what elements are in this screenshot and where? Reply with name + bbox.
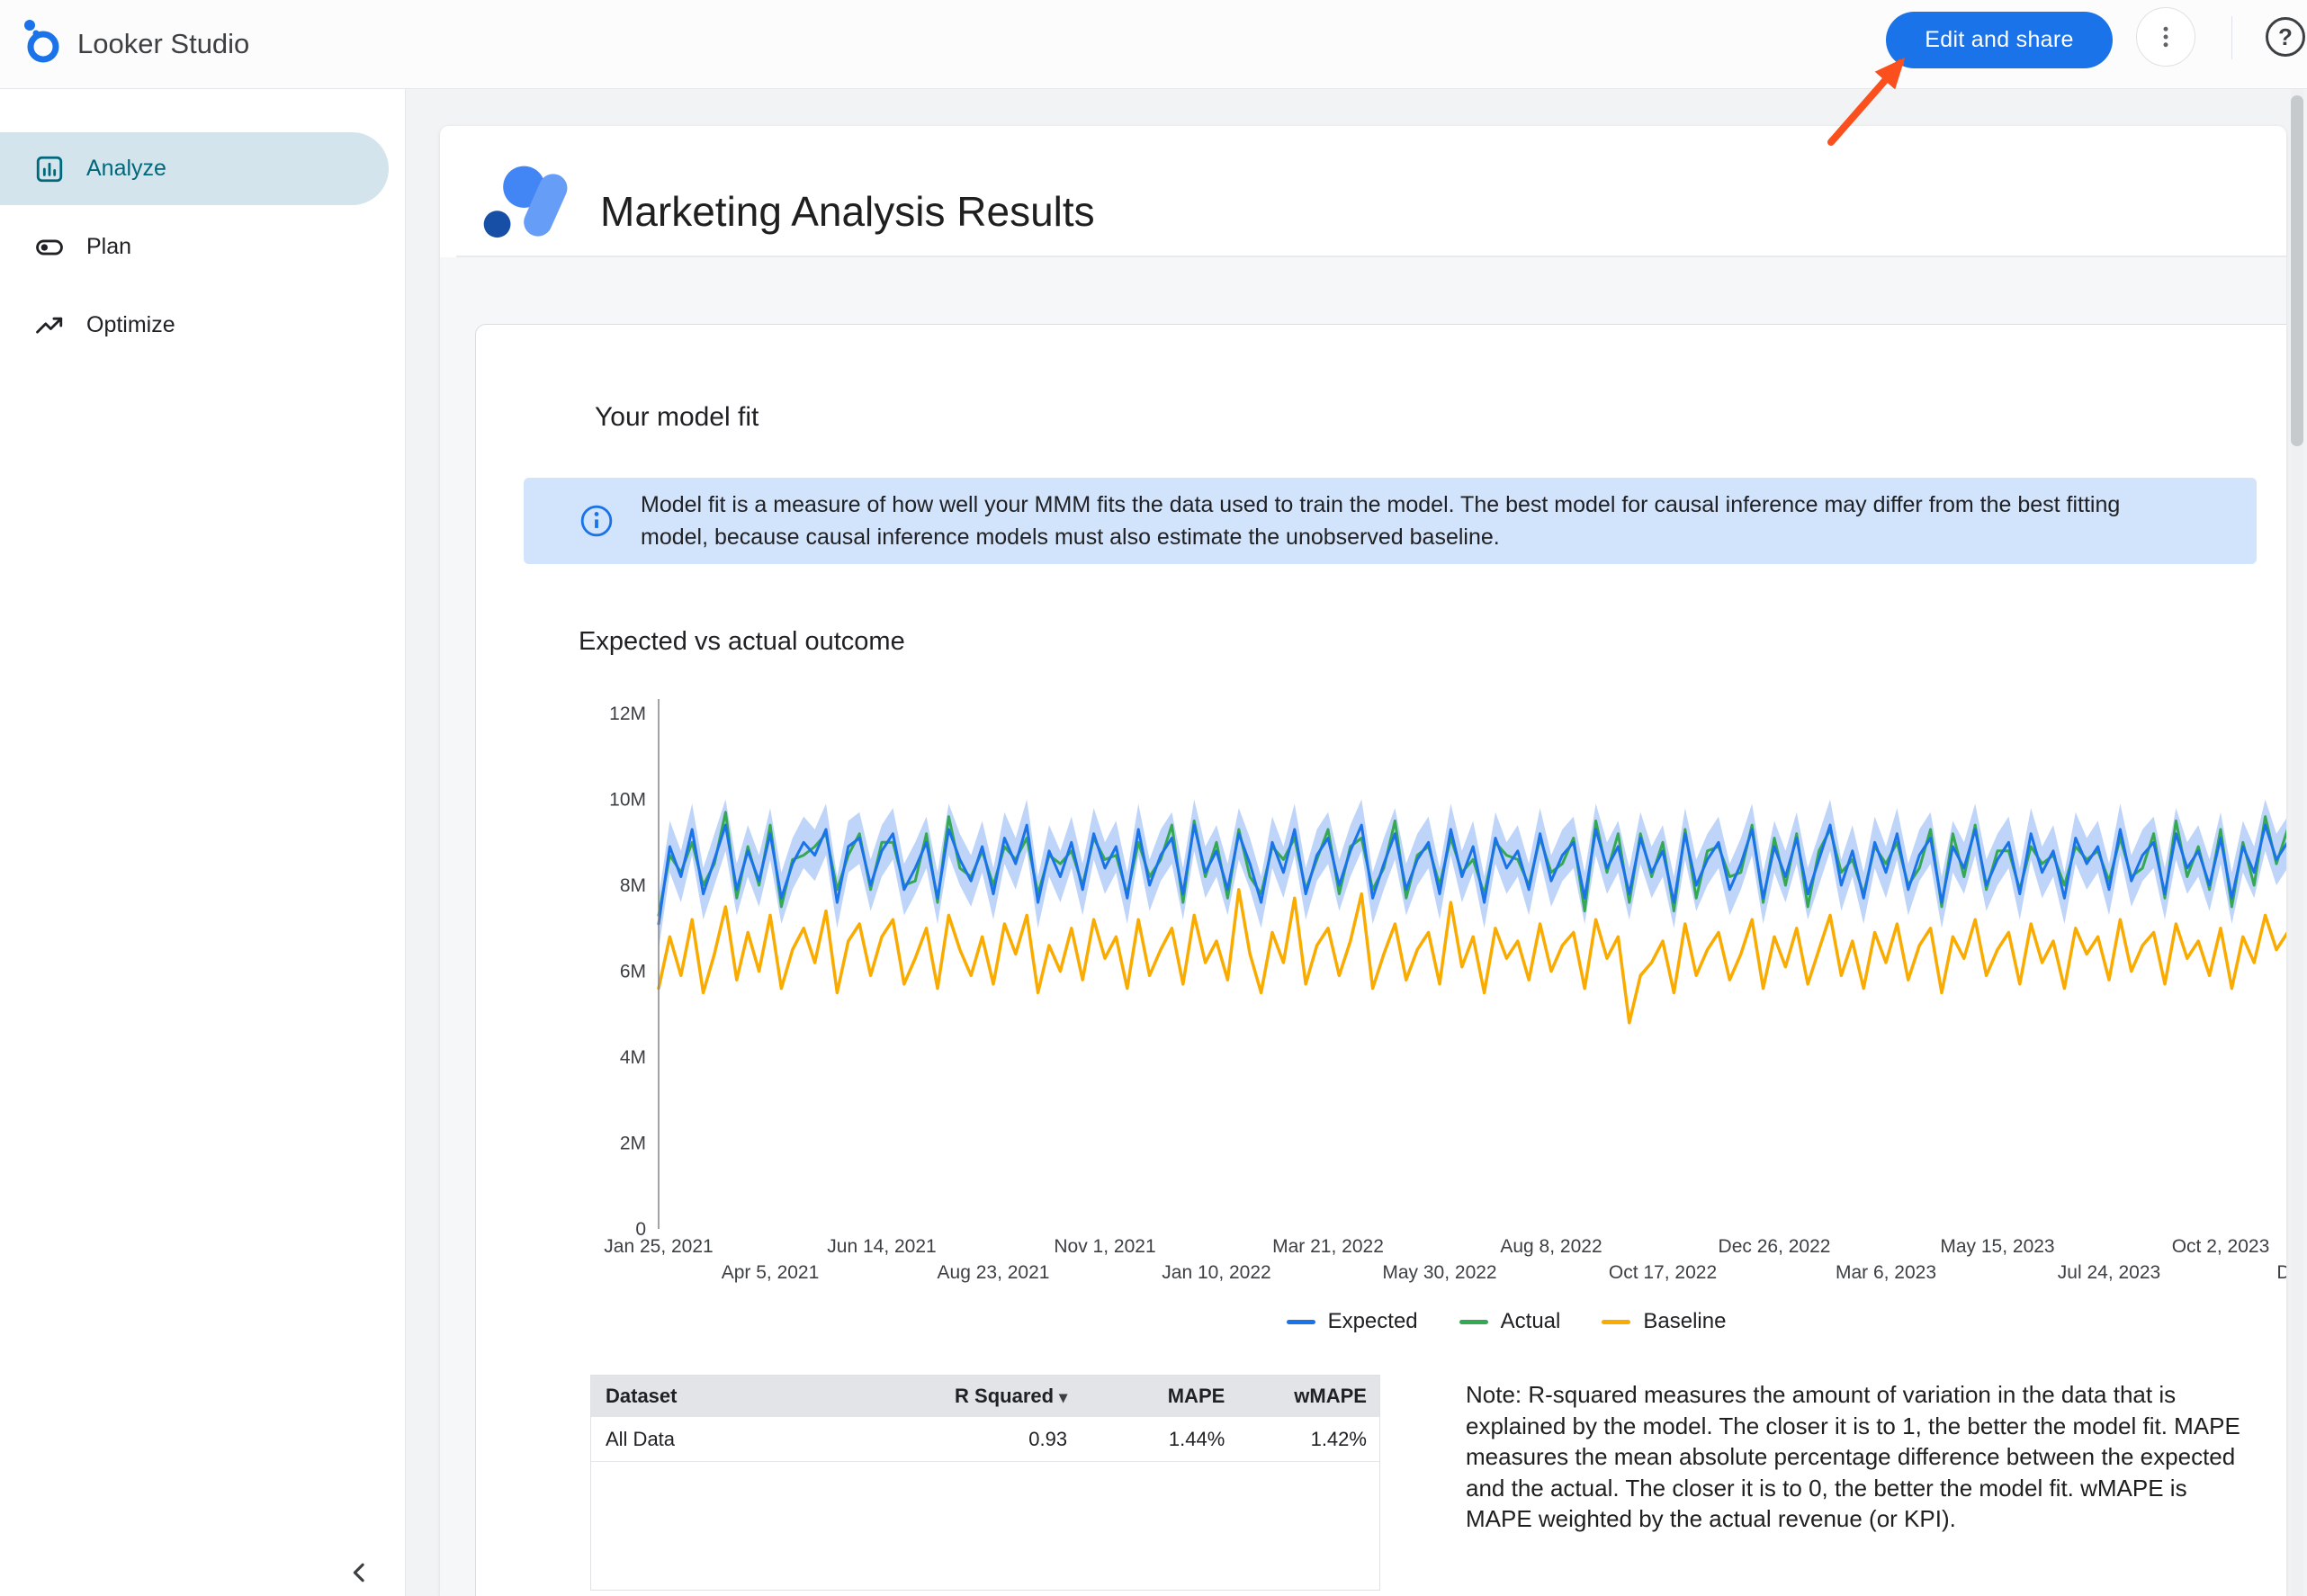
chevron-left-icon — [353, 1563, 364, 1583]
sidebar-item-analyze[interactable]: Analyze — [0, 132, 389, 205]
x-tick-label: Jan 10, 2022 — [1162, 1262, 1270, 1283]
top-app-bar: Looker Studio Edit and share ? — [0, 0, 2307, 89]
column-header-r-squared[interactable]: R Squared ▾ — [955, 1385, 1068, 1407]
x-tick-label: Oct 2, 2023 — [2172, 1236, 2270, 1257]
y-tick-label: 2M — [620, 1134, 646, 1154]
optimize-trending-up-icon — [36, 317, 63, 333]
cell-mape: 1.44% — [1168, 1427, 1225, 1450]
legend-label: Baseline — [1643, 1309, 1727, 1333]
legend-swatch — [1286, 1319, 1315, 1324]
note-text: Note: R-squared measures the amount of v… — [1466, 1381, 2240, 1532]
left-sidebar: Analyze Plan Optimize — [0, 89, 406, 1596]
sidebar-nav: Analyze Plan Optimize — [0, 89, 405, 362]
x-tick-label: Aug 23, 2021 — [938, 1262, 1050, 1283]
sidebar-item-optimize[interactable]: Optimize — [0, 289, 405, 362]
x-tick-label: Dec 26, 2022 — [1719, 1236, 1831, 1257]
chart-section-title: Expected vs actual outcome — [579, 627, 905, 656]
header-divider — [456, 256, 2286, 257]
x-tick-label: Dec 11, 2023 — [2276, 1262, 2286, 1283]
model-fit-card: Your model fit Model fit is a measure of… — [475, 324, 2286, 1596]
x-tick-label: Oct 17, 2022 — [1609, 1262, 1717, 1283]
sidebar-collapse-button[interactable] — [340, 1553, 380, 1592]
column-header-wmape[interactable]: wMAPE — [1294, 1385, 1367, 1407]
y-tick-label: 0 — [635, 1219, 646, 1240]
analyze-chart-icon — [36, 156, 63, 182]
info-banner: Model fit is a measure of how well your … — [524, 478, 2257, 564]
cell-dataset: All Data — [606, 1427, 676, 1450]
report-page: Marketing Analysis Results Your model fi… — [440, 126, 2286, 1596]
card-title: Your model fit — [595, 402, 759, 432]
x-tick-label: Mar 21, 2022 — [1272, 1236, 1384, 1257]
info-banner-text: Model fit is a measure of how well your … — [641, 492, 2121, 550]
column-header-mape[interactable]: MAPE — [1167, 1385, 1225, 1407]
cell-r-squared: 0.93 — [1028, 1427, 1068, 1450]
kebab-menu-icon — [2163, 26, 2168, 48]
y-tick-label: 10M — [609, 790, 646, 811]
x-tick-label: Jun 14, 2021 — [827, 1236, 936, 1257]
table-row: All Data 0.93 1.44% 1.42% — [591, 1417, 1379, 1462]
legend-swatch — [1459, 1319, 1488, 1324]
edit-and-share-button[interactable]: Edit and share — [1886, 12, 2113, 68]
legend-swatch — [1602, 1319, 1631, 1324]
legend-item-expected: Expected — [1286, 1309, 1418, 1334]
y-tick-label: 4M — [620, 1047, 646, 1068]
model-fit-table: Dataset R Squared ▾ MAPE wMAPE All Data 0… — [590, 1375, 1380, 1591]
x-tick-label: Jul 24, 2023 — [2058, 1262, 2160, 1283]
legend-label: Expected — [1327, 1309, 1418, 1333]
x-tick-label: Nov 1, 2021 — [1054, 1236, 1155, 1257]
x-tick-label: Apr 5, 2021 — [722, 1262, 820, 1283]
y-tick-label: 6M — [620, 962, 646, 982]
sort-desc-icon: ▾ — [1059, 1388, 1068, 1406]
legend-item-actual: Actual — [1459, 1309, 1561, 1334]
scrollbar-track[interactable] — [2291, 89, 2303, 1596]
column-header-dataset[interactable]: Dataset — [606, 1385, 678, 1407]
series-line-baseline — [657, 888, 2286, 1025]
more-options-button[interactable] — [2136, 7, 2195, 67]
legend-label: Actual — [1500, 1309, 1561, 1333]
expected-vs-actual-chart[interactable]: 0 2M 4M 6M 8M 10M 12M Jan 25, 2021 Apr 5, 2021 Ju… — [476, 685, 2286, 1350]
sidebar-item-label: Analyze — [86, 156, 166, 181]
table-header-row: Dataset R Squared ▾ MAPE wMAPE — [591, 1376, 1379, 1417]
info-icon — [580, 505, 613, 537]
chart-legend: Expected Actual Baseline — [696, 1302, 2286, 1341]
x-tick-label: Aug 8, 2022 — [1500, 1236, 1602, 1257]
meridian-logo-icon — [483, 166, 568, 238]
looker-studio-logo-icon — [24, 20, 59, 63]
y-tick-label: 8M — [620, 875, 646, 896]
sidebar-item-label: Plan — [86, 234, 132, 259]
topbar-divider — [2231, 16, 2232, 59]
confidence-band — [659, 799, 2286, 950]
x-tick-label: May 15, 2023 — [1940, 1236, 2054, 1257]
help-button[interactable]: ? — [2266, 17, 2305, 57]
plan-toggle-icon — [36, 239, 63, 255]
app-name: Looker Studio — [77, 28, 250, 59]
scrollbar-thumb[interactable] — [2291, 95, 2303, 446]
x-tick-label: May 30, 2022 — [1382, 1262, 1496, 1283]
report-title: Marketing Analysis Results — [600, 188, 1095, 235]
series-line-expected — [657, 823, 2286, 926]
x-tick-label: Mar 6, 2023 — [1836, 1262, 1936, 1283]
cell-wmape: 1.42% — [1310, 1427, 1367, 1450]
x-tick-label: Jan 25, 2021 — [604, 1236, 713, 1257]
legend-item-baseline: Baseline — [1602, 1309, 1726, 1334]
sidebar-item-plan[interactable]: Plan — [0, 211, 405, 283]
sidebar-item-label: Optimize — [86, 312, 175, 337]
y-tick-label: 12M — [609, 704, 646, 724]
question-mark-icon: ? — [2278, 22, 2293, 50]
